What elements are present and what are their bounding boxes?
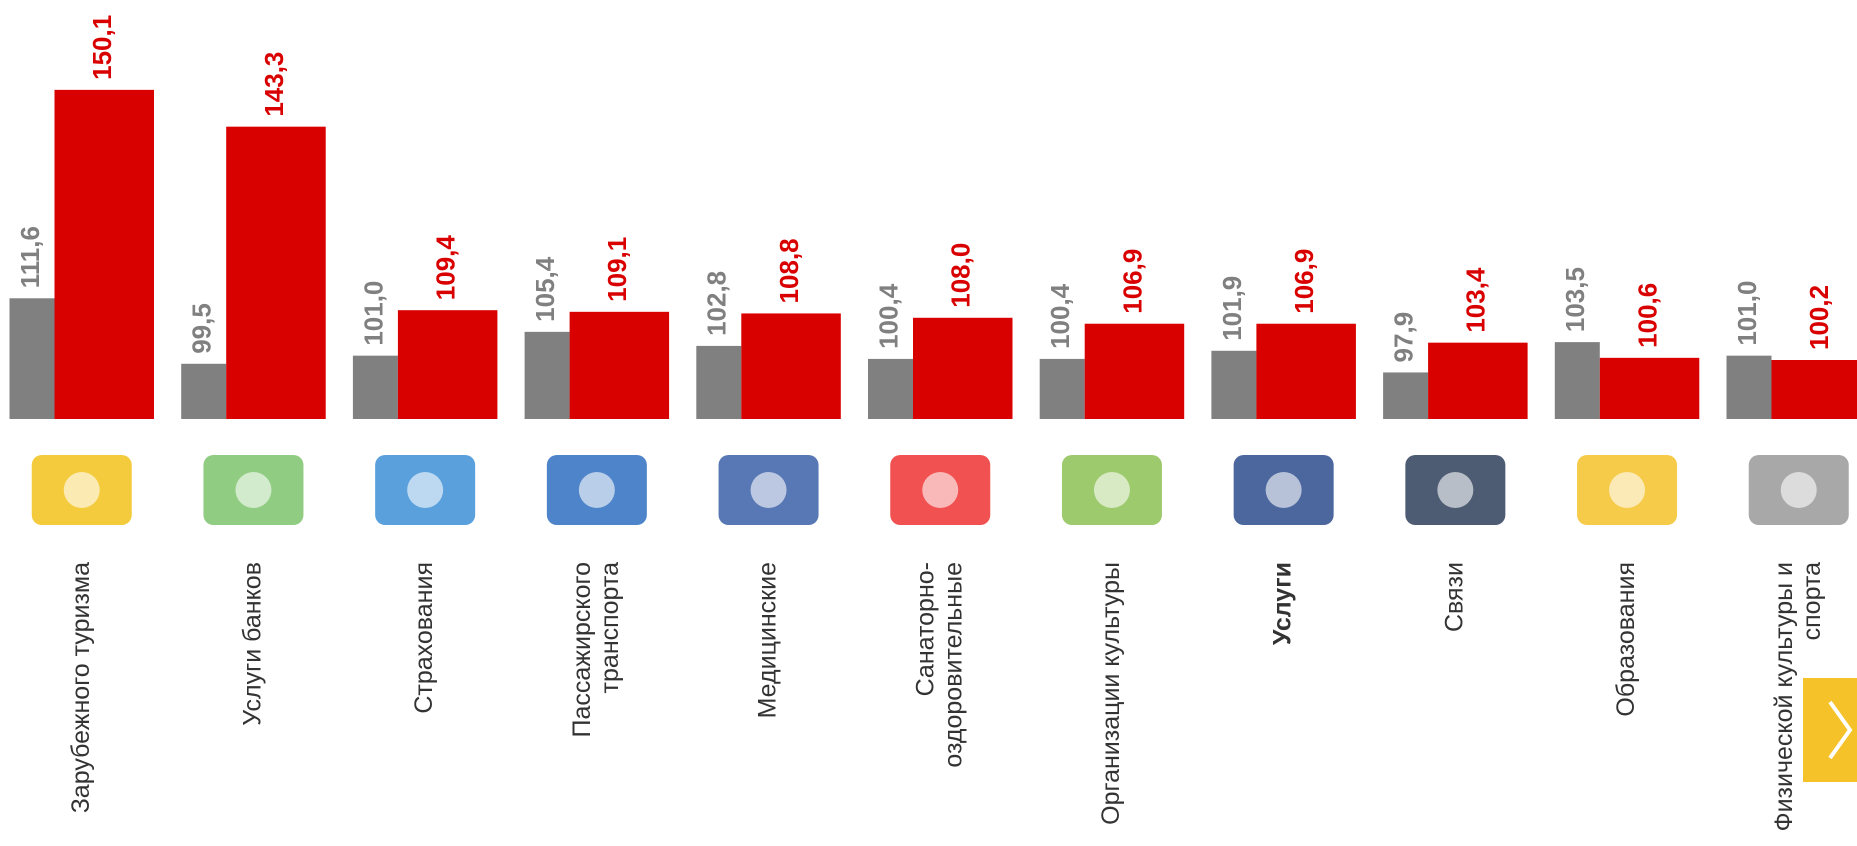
bar: [868, 358, 913, 419]
x-tick-label: Медицинские: [753, 562, 781, 718]
bar: [226, 126, 326, 420]
icon-detail: [922, 472, 959, 508]
value-label: 103,4: [1461, 267, 1491, 333]
value-label: 101,0: [358, 281, 388, 346]
icon-detail: [750, 472, 787, 508]
bar: [524, 331, 570, 419]
x-tick-label: Страхования: [410, 562, 438, 714]
bar: [397, 310, 498, 419]
bar: [1726, 355, 1772, 419]
bar: [54, 89, 154, 420]
value-label: 108,8: [774, 238, 804, 303]
next-arrow: [1828, 700, 1853, 760]
icon-detail: [1437, 472, 1474, 508]
value-label: 108,0: [946, 243, 976, 308]
bar: [181, 363, 227, 419]
bar: [1554, 342, 1600, 419]
bar: [913, 317, 1013, 419]
value-label: 143,3: [259, 52, 289, 117]
value-label: 109,1: [602, 237, 632, 302]
icon-detail: [1780, 472, 1817, 508]
bar: [1039, 358, 1085, 419]
bar: [741, 313, 841, 419]
icon-detail: [63, 472, 100, 508]
bar: [352, 355, 398, 419]
value-label: 97,9: [1388, 312, 1418, 363]
value-label: 106,9: [1117, 249, 1147, 314]
bar: [569, 311, 670, 419]
value-label: 100,6: [1632, 283, 1662, 348]
x-tick-label: Услуги: [1268, 562, 1296, 645]
bar: [1599, 357, 1700, 419]
value-label: 106,9: [1289, 249, 1319, 314]
bar: [1428, 342, 1528, 419]
icon-detail: [1609, 472, 1646, 508]
value-label: 100,4: [873, 283, 903, 349]
x-tick-label: Зарубежного туризма: [66, 562, 94, 813]
value-label: 100,4: [1045, 283, 1075, 349]
x-tick-label: Санаторно-оздоровительные: [911, 562, 967, 768]
bar: [696, 345, 742, 419]
icons: [31, 455, 1849, 525]
bar: [1771, 359, 1857, 419]
x-tick-label: Услуги банков: [238, 562, 266, 726]
x-tick-label: Физической культуры испорта: [1769, 562, 1825, 832]
bar: [1084, 323, 1185, 419]
value-label: 103,5: [1560, 267, 1590, 332]
value-label: 102,8: [702, 271, 732, 336]
value-label: 101,0: [1732, 281, 1762, 346]
icon-detail: [578, 472, 615, 508]
icon-detail: [407, 472, 444, 508]
x-tick-label: Связи: [1440, 562, 1468, 632]
value-label: 101,9: [1217, 276, 1247, 341]
bar: [1211, 350, 1257, 419]
icon-detail: [1093, 472, 1130, 508]
value-label: 105,4: [530, 256, 560, 322]
value-label: 100,2: [1804, 285, 1834, 350]
x-tick-label: Образования: [1612, 562, 1640, 717]
value-label: 99,5: [187, 303, 217, 354]
icon-detail: [1265, 472, 1302, 508]
value-label: 150,1: [87, 15, 117, 80]
icon-detail: [235, 472, 272, 508]
x-tick-label: Организации культуры: [1097, 562, 1125, 825]
bar: [9, 298, 55, 419]
bar: [1383, 372, 1429, 419]
x-tick-label: Пассажирскоготранспорта: [567, 562, 623, 738]
bar: [1256, 323, 1356, 419]
value-label: 111,6: [15, 226, 45, 288]
value-label: 109,4: [431, 235, 461, 301]
